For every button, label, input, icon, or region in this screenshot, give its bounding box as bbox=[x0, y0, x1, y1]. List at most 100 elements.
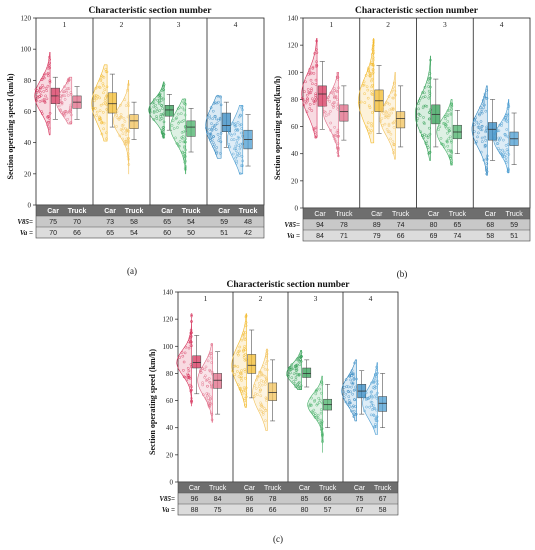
data-point bbox=[39, 94, 43, 97]
data-point bbox=[123, 142, 127, 146]
data-point bbox=[115, 125, 118, 128]
data-point bbox=[212, 145, 215, 149]
vehicle-label: Car bbox=[371, 211, 383, 218]
data-point bbox=[240, 372, 244, 375]
va-value: 75 bbox=[214, 507, 222, 514]
data-point bbox=[475, 140, 478, 143]
data-point bbox=[233, 364, 237, 368]
data-point bbox=[499, 136, 502, 140]
data-point bbox=[67, 79, 71, 83]
section-number: 4 bbox=[369, 294, 373, 303]
data-point bbox=[126, 147, 130, 151]
data-point bbox=[485, 125, 488, 129]
data-point bbox=[336, 131, 340, 134]
data-point bbox=[240, 104, 244, 108]
data-point bbox=[69, 91, 73, 94]
data-point bbox=[393, 89, 397, 93]
data-point bbox=[347, 390, 350, 394]
data-point bbox=[152, 98, 156, 101]
data-point bbox=[483, 95, 487, 98]
data-point bbox=[368, 71, 372, 75]
data-point bbox=[159, 99, 163, 103]
data-point bbox=[500, 152, 503, 156]
data-point bbox=[450, 140, 453, 144]
data-point bbox=[375, 379, 379, 383]
data-point bbox=[158, 98, 161, 102]
data-point bbox=[256, 393, 259, 397]
data-point bbox=[241, 164, 244, 167]
data-point bbox=[368, 405, 371, 409]
v85-value: 94 bbox=[316, 222, 324, 229]
data-point bbox=[47, 126, 51, 130]
data-point bbox=[389, 137, 392, 141]
section-number: 3 bbox=[177, 20, 181, 29]
va-value: 67 bbox=[356, 507, 364, 514]
data-point bbox=[302, 103, 306, 107]
data-point bbox=[230, 138, 233, 142]
data-point bbox=[365, 85, 369, 89]
data-point bbox=[506, 102, 510, 106]
data-point bbox=[450, 151, 454, 154]
data-point bbox=[485, 166, 488, 169]
data-point bbox=[308, 68, 312, 71]
data-point bbox=[367, 66, 371, 70]
data-point bbox=[190, 401, 193, 404]
data-point bbox=[346, 402, 350, 406]
data-point bbox=[265, 356, 268, 359]
data-point bbox=[175, 116, 179, 120]
data-point bbox=[239, 142, 243, 146]
data-point bbox=[261, 412, 265, 416]
data-point bbox=[384, 114, 388, 118]
data-point bbox=[47, 117, 51, 120]
y-tick-label: 80 bbox=[24, 77, 32, 85]
data-point bbox=[315, 403, 319, 407]
data-point bbox=[161, 132, 164, 136]
data-point bbox=[387, 95, 391, 98]
data-point bbox=[41, 83, 44, 87]
data-point bbox=[439, 137, 443, 140]
data-point bbox=[264, 419, 267, 423]
data-point bbox=[332, 104, 336, 108]
data-point bbox=[353, 412, 356, 416]
data-point bbox=[287, 369, 290, 373]
data-point bbox=[479, 120, 483, 123]
data-point bbox=[162, 83, 166, 86]
y-tick-label: 40 bbox=[291, 150, 299, 158]
data-point bbox=[210, 122, 213, 125]
data-point bbox=[187, 346, 191, 350]
data-point bbox=[306, 97, 309, 101]
data-point bbox=[258, 374, 262, 378]
data-point bbox=[298, 355, 302, 359]
data-point bbox=[298, 363, 302, 366]
data-point bbox=[206, 131, 209, 134]
data-point bbox=[265, 352, 269, 356]
data-point bbox=[324, 114, 328, 118]
data-point bbox=[185, 378, 189, 382]
data-point bbox=[215, 152, 218, 155]
data-point bbox=[442, 145, 446, 149]
va-value: 58 bbox=[486, 233, 494, 240]
data-point bbox=[449, 148, 452, 152]
data-point bbox=[370, 390, 373, 394]
data-point bbox=[428, 91, 432, 95]
data-point bbox=[241, 142, 244, 146]
vehicle-label: Truck bbox=[264, 485, 282, 492]
v85-value: 78 bbox=[269, 496, 277, 503]
data-point bbox=[95, 97, 98, 101]
box bbox=[186, 120, 196, 137]
data-point bbox=[292, 380, 296, 383]
data-point bbox=[181, 354, 185, 358]
data-point bbox=[157, 100, 161, 104]
data-point bbox=[314, 92, 317, 96]
data-point bbox=[311, 66, 315, 70]
violin-shape bbox=[379, 71, 396, 160]
data-point bbox=[445, 140, 449, 143]
data-point bbox=[252, 395, 256, 398]
violin-3-truck bbox=[307, 375, 332, 454]
data-point bbox=[324, 103, 328, 107]
panel-label: (b) bbox=[397, 269, 408, 279]
data-point bbox=[329, 91, 333, 95]
violin-2-car bbox=[231, 313, 257, 408]
data-point bbox=[228, 145, 232, 149]
data-point bbox=[244, 315, 248, 319]
